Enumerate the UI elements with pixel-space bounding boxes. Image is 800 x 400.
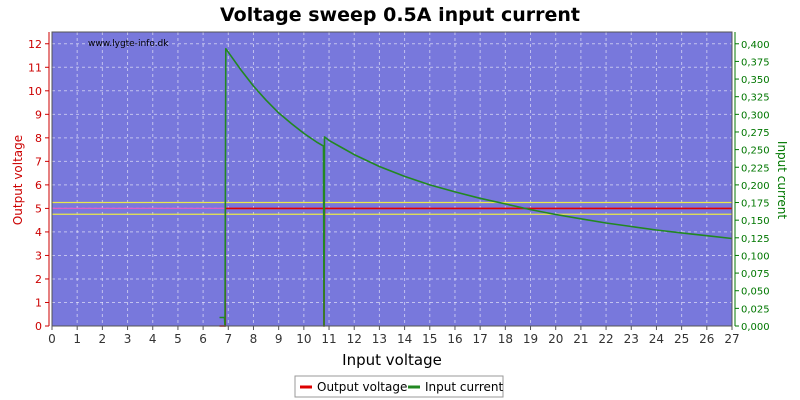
right-tick-label: 0,400 xyxy=(741,40,770,51)
chart-title: Voltage sweep 0.5A input current xyxy=(220,4,580,26)
right-tick-label: 0,325 xyxy=(741,93,770,104)
x-tick-label: 27 xyxy=(724,332,739,346)
plot-frame xyxy=(51,31,733,327)
plot-area xyxy=(52,32,732,326)
right-tick-label: 0,150 xyxy=(741,216,770,227)
right-tick-label: 0,100 xyxy=(741,251,770,262)
legend: Output voltage Input current xyxy=(294,375,504,398)
legend-label-output-voltage: Output voltage xyxy=(317,380,407,394)
legend-box xyxy=(294,375,504,398)
x-tick-label: 10 xyxy=(296,332,311,346)
left-tick-label: 7 xyxy=(35,155,42,168)
x-tick-label: 3 xyxy=(124,332,132,346)
left-axis-label: Output voltage xyxy=(11,135,25,225)
x-tick-label: 26 xyxy=(699,332,714,346)
left-tick-label: 4 xyxy=(35,226,42,239)
x-tick-label: 13 xyxy=(372,332,387,346)
right-tick-label: 0,050 xyxy=(741,287,770,298)
left-tick-label: 12 xyxy=(28,38,42,51)
x-tick-label: 17 xyxy=(473,332,488,346)
left-tick-label: 6 xyxy=(35,179,42,192)
x-tick-label: 9 xyxy=(275,332,283,346)
x-axis: 0 1 2 3 4 5 6 7 8 9 10 11 12 13 14 15 16 17 18 19 20 21 22 23 24… xyxy=(48,326,740,346)
left-tick-label: 8 xyxy=(35,132,42,145)
left-tick-label: 5 xyxy=(35,202,42,215)
right-tick-label: 0,125 xyxy=(741,234,770,245)
left-tick-label: 9 xyxy=(35,108,42,121)
x-tick-label: 1 xyxy=(73,332,81,346)
x-tick-label: 15 xyxy=(422,332,437,346)
x-tick-label: 20 xyxy=(548,332,563,346)
right-tick-label: 0,075 xyxy=(741,269,770,280)
left-tick-label: 3 xyxy=(35,249,42,262)
right-tick-label: 0,225 xyxy=(741,163,770,174)
right-tick-label: 0,025 xyxy=(741,304,770,315)
x-tick-label: 7 xyxy=(224,332,232,346)
right-tick-label: 0,375 xyxy=(741,57,770,68)
right-tick-label: 0,000 xyxy=(741,322,770,333)
x-axis-label: Input voltage xyxy=(342,351,442,369)
right-tick-label: 0,200 xyxy=(741,181,770,192)
x-tick-label: 5 xyxy=(174,332,182,346)
x-tick-label: 2 xyxy=(99,332,107,346)
right-axis: 0,000 0,025 0,050 0,075 0,100 0,125 0,150 0,175… xyxy=(734,32,770,333)
x-tick-label: 11 xyxy=(321,332,336,346)
x-tick-label: 22 xyxy=(598,332,613,346)
left-tick-label: 0 xyxy=(35,320,42,333)
left-tick-label: 1 xyxy=(35,296,42,309)
x-tick-label: 12 xyxy=(347,332,362,346)
right-tick-label: 0,350 xyxy=(741,75,770,86)
x-tick-label: 6 xyxy=(199,332,207,346)
x-tick-label: 0 xyxy=(48,332,56,346)
left-tick-label: 11 xyxy=(28,61,42,74)
series-line-input-current xyxy=(219,47,733,327)
right-tick-label: 0,300 xyxy=(741,110,770,121)
x-tick-label: 21 xyxy=(573,332,588,346)
x-tick-label: 8 xyxy=(250,332,258,346)
x-tick-label: 18 xyxy=(498,332,513,346)
grid-lines xyxy=(52,32,732,326)
x-tick-label: 4 xyxy=(149,332,157,346)
series-layer xyxy=(219,47,733,327)
right-tick-label: 0,175 xyxy=(741,199,770,210)
legend-label-input-current: Input current xyxy=(425,380,503,394)
x-tick-label: 24 xyxy=(649,332,664,346)
watermark: www.lygte-info.dk xyxy=(88,39,169,49)
x-tick-label: 19 xyxy=(523,332,538,346)
x-tick-label: 16 xyxy=(447,332,462,346)
right-tick-label: 0,275 xyxy=(741,128,770,139)
x-tick-label: 23 xyxy=(624,332,639,346)
left-tick-label: 10 xyxy=(28,85,42,98)
left-tick-label: 2 xyxy=(35,273,42,286)
right-tick-label: 0,250 xyxy=(741,146,770,157)
right-axis-label: Input current xyxy=(775,141,789,219)
x-tick-label: 14 xyxy=(397,332,412,346)
x-tick-label: 25 xyxy=(674,332,689,346)
